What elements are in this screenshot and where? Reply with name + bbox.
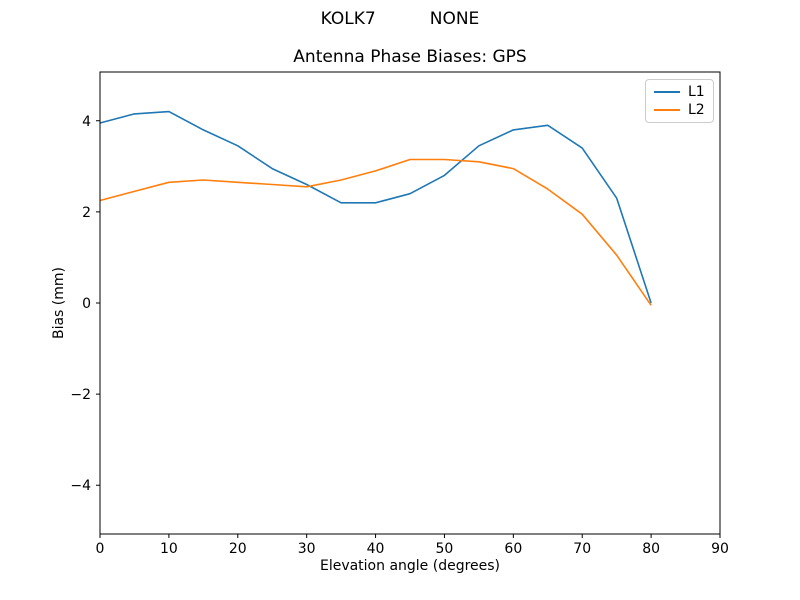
figure-suptitle: KOLK7 NONE <box>320 9 480 29</box>
x-tick-label: 40 <box>367 541 385 557</box>
legend: L1 L2 <box>645 79 714 123</box>
x-tick-label: 20 <box>229 541 247 557</box>
x-tick-label: 30 <box>298 541 316 557</box>
x-tick-label: 90 <box>711 541 729 557</box>
y-axis-label: Bias (mm) <box>51 266 67 340</box>
x-tick-label: 80 <box>642 541 660 557</box>
series-line-L1 <box>99 110 652 304</box>
x-tick-label: 50 <box>436 541 454 557</box>
legend-label-l1: L1 <box>688 84 705 101</box>
x-tick-label: 60 <box>504 541 522 557</box>
x-tick-label: 10 <box>160 541 178 557</box>
legend-item-l2: L2 <box>654 103 705 117</box>
legend-item-l1: L1 <box>654 85 705 99</box>
chart-title: Antenna Phase Biases: GPS <box>293 47 527 67</box>
y-tick-label: 4 <box>82 114 91 130</box>
y-tick-label: 0 <box>82 296 91 312</box>
plot-frame <box>99 71 721 535</box>
y-tick-label: 2 <box>82 205 91 221</box>
series-line-L2 <box>99 158 652 306</box>
x-tick-label: 70 <box>573 541 591 557</box>
legend-line-l1-icon <box>654 91 680 94</box>
y-tick-label: −2 <box>70 387 91 403</box>
legend-label-l2: L2 <box>688 101 705 118</box>
legend-line-l2-icon <box>654 108 680 111</box>
y-tick-label: −4 <box>70 478 91 494</box>
x-tick-label: 0 <box>96 541 105 557</box>
x-axis-label: Elevation angle (degrees) <box>319 558 501 574</box>
